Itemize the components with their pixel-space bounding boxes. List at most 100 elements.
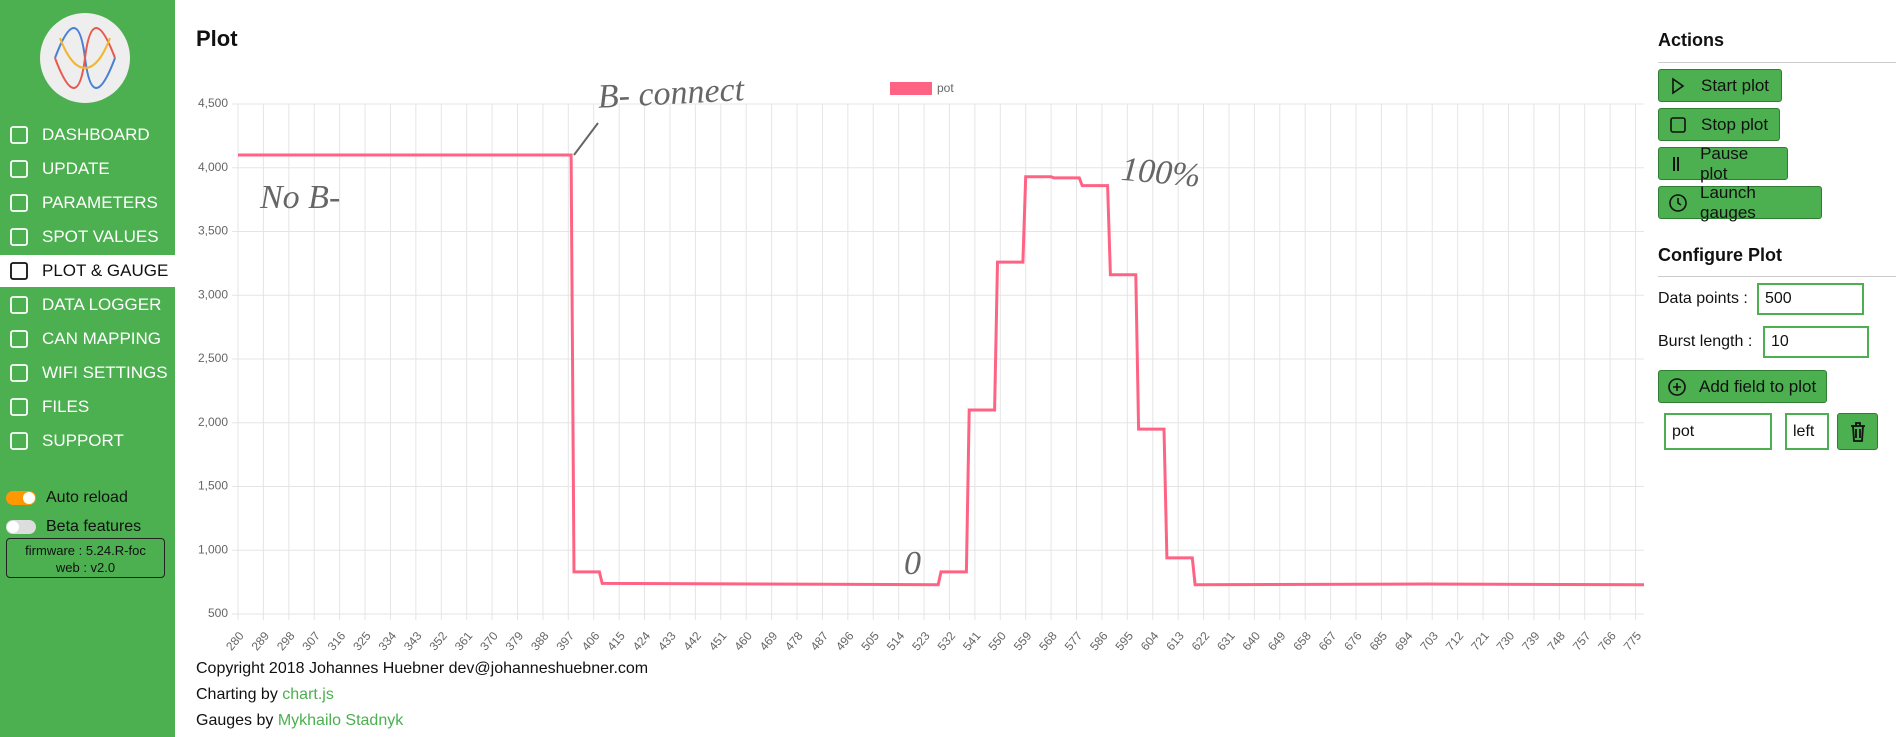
action-button[interactable]: Launch gauges [1658,183,1822,222]
icon [1851,421,1865,442]
x-tick-label: 370 [477,629,501,654]
y-tick-label: 3,000 [198,287,228,301]
x-tick-label: 559 [1011,629,1035,654]
x-tick-label: 397 [553,629,577,654]
x-tick-label: 487 [808,629,832,654]
icon [10,160,28,178]
y-tick-label: 3,500 [198,224,228,238]
x-tick-label: 721 [1468,629,1492,654]
y-tick-label: 2,000 [198,415,228,429]
x-tick-label: 415 [604,629,628,654]
icon [10,228,28,246]
button-label: Pause plot [1700,143,1749,183]
menu-label: DASHBOARD [42,125,150,144]
x-tick-label: 541 [960,629,984,654]
handwritten-annotation: No B- [259,179,340,216]
x-tick-label: 289 [249,629,273,654]
x-tick-label: 640 [1240,629,1264,654]
x-tick-label: 613 [1163,629,1187,654]
x-tick-label: 469 [757,629,781,654]
series-line [238,153,1645,587]
x-tick-label: 523 [909,629,933,654]
menu-label: PLOT & GAUGE [42,261,169,280]
menu-label: FILES [42,397,90,416]
divider [1658,62,1896,63]
x-tick-label: 478 [782,629,806,654]
add-field-button[interactable]: Add field to plot [1658,370,1828,403]
x-tick-label: 325 [350,629,374,654]
icon [1668,377,1686,396]
button-label: Add field to plot [1699,376,1817,396]
x-tick-label: 532 [935,629,959,654]
action-button[interactable]: Start plot [1658,69,1782,102]
handwritten-annotation: 0 [904,545,921,582]
icon [1670,116,1686,133]
link[interactable]: Mykhailo Stadnyk [277,712,404,729]
x-tick-label: 388 [528,629,552,654]
x-tick-label: 433 [655,629,679,654]
x-tick-label: 694 [1392,629,1416,654]
x-tick-label: 766 [1595,629,1619,654]
annotation-stroke [573,122,599,156]
action-button[interactable]: Pause plot [1658,144,1788,183]
x-tick-label: 622 [1189,629,1213,654]
icon [10,126,28,144]
y-tick-label: 2,500 [198,351,228,365]
x-tick-label: 685 [1367,629,1391,654]
number-input[interactable]: 10 [1763,326,1869,358]
menu-label: PARAMETERS [42,193,158,212]
handwritten-annotation: 100% [1120,151,1202,195]
field-input[interactable]: pot [1664,413,1772,450]
link[interactable]: chart.js [282,686,334,703]
menu-item[interactable]: SPOT VALUES [0,221,175,253]
icon [10,364,28,382]
credit: Gauges by Mykhailo Stadnyk [196,712,403,730]
legend-swatch [890,82,932,95]
menu-item[interactable]: CAN MAPPING [0,323,175,355]
x-tick-label: 649 [1265,629,1289,654]
menu-label: DATA LOGGER [42,295,162,314]
delete-button[interactable] [1837,413,1878,450]
toggle[interactable]: Auto reload [6,489,128,507]
y-tick-label: 4,500 [198,96,228,110]
x-tick-label: 631 [1214,629,1238,654]
version-box: firmware : 5.24.R-foc web : v2.0 [6,538,165,578]
x-tick-label: 604 [1138,629,1162,654]
menu-item[interactable]: FILES [0,391,175,423]
x-tick-label: 514 [884,629,908,654]
x-tick-label: 343 [401,629,425,654]
x-tick-label: 577 [1062,629,1086,654]
menu-item[interactable]: WIFI SETTINGS [0,357,175,389]
number-input[interactable]: 500 [1757,283,1864,315]
icon [10,330,28,348]
x-tick-label: 676 [1341,629,1365,654]
menu-label: WIFI SETTINGS [42,363,168,382]
menu-item[interactable]: DATA LOGGER [0,289,175,321]
axis-select[interactable]: left [1785,413,1829,450]
menu-item[interactable]: SUPPORT [0,425,175,457]
menu-item[interactable]: PARAMETERS [0,187,175,219]
credit-text: Charting by [196,686,283,703]
menu-item[interactable]: DASHBOARD [0,119,175,151]
icon [1669,193,1687,212]
x-tick-label: 496 [833,629,857,654]
menu-item[interactable]: UPDATE [0,153,175,185]
label: Data points : [1658,290,1748,307]
action-button[interactable]: Stop plot [1658,108,1780,141]
icon [10,262,28,280]
button-label: Launch gauges [1700,182,1756,222]
menu-item[interactable]: PLOT & GAUGE [0,255,175,287]
x-tick-label: 442 [681,629,705,654]
toggle[interactable]: Beta features [6,518,141,536]
x-tick-label: 424 [630,629,654,654]
x-tick-label: 748 [1544,629,1568,654]
x-tick-label: 316 [325,629,349,654]
x-tick-label: 712 [1443,629,1467,654]
x-tick-label: 730 [1494,629,1518,654]
x-tick-label: 298 [274,629,298,654]
divider [1658,276,1896,277]
y-tick-label: 1,000 [198,542,228,556]
x-tick-label: 757 [1570,629,1594,654]
handwritten-annotation: B- connect [597,71,747,116]
legend-label: pot [937,81,954,95]
